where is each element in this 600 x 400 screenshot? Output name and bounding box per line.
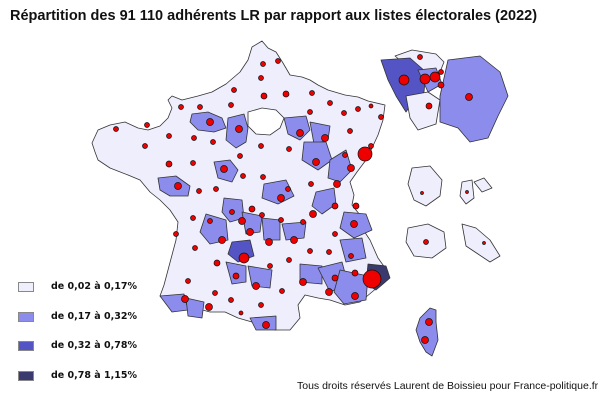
map-title: Répartition des 91 110 adhérents LR par … bbox=[10, 8, 538, 24]
legend-item: de 0,17 à 0,32% bbox=[18, 311, 218, 323]
martinique bbox=[461, 223, 501, 263]
dept-ain bbox=[311, 187, 337, 215]
legend-label: de 0,32 à 0,78% bbox=[51, 340, 137, 351]
guyane bbox=[407, 165, 443, 207]
legend-label: de 0,78 à 1,15% bbox=[51, 370, 137, 381]
legend-label: de 0,02 à 0,17% bbox=[51, 281, 137, 292]
dept-doubs bbox=[327, 149, 353, 183]
dept-hautes-alpes bbox=[339, 237, 367, 263]
copyright-credit: Tous droits réservés Laurent de Boissieu… bbox=[297, 380, 599, 392]
legend-swatch bbox=[18, 282, 34, 292]
legend-swatch bbox=[18, 341, 34, 351]
legend-item: de 0,32 à 0,78% bbox=[18, 340, 218, 352]
legend-swatch bbox=[18, 371, 34, 381]
dept-hautes-pyrenees bbox=[185, 297, 205, 319]
overseas-insets bbox=[405, 165, 501, 263]
ile-de-france-inset bbox=[380, 49, 509, 143]
legend-item: de 0,78 à 1,15% bbox=[18, 370, 218, 382]
dept-gard bbox=[299, 263, 323, 285]
dept-haute-loire bbox=[281, 221, 307, 241]
corsica bbox=[415, 307, 439, 357]
legend-swatch bbox=[18, 312, 34, 322]
dept-correze bbox=[241, 211, 263, 235]
dept-vendee bbox=[157, 175, 191, 197]
legend-item: de 0,02 à 0,17% bbox=[18, 281, 218, 293]
dept-var bbox=[333, 269, 369, 305]
dept-tarn bbox=[247, 265, 273, 289]
legend-label: de 0,17 à 0,32% bbox=[51, 311, 137, 322]
membership-dots bbox=[113, 54, 486, 344]
dept-cantal bbox=[261, 217, 281, 241]
dept-allier bbox=[261, 179, 295, 205]
guadeloupe-east bbox=[473, 177, 493, 193]
metropolitan-france bbox=[91, 40, 391, 331]
ile-de-france-blank bbox=[247, 107, 285, 136]
dept-cote-dor bbox=[301, 141, 333, 171]
